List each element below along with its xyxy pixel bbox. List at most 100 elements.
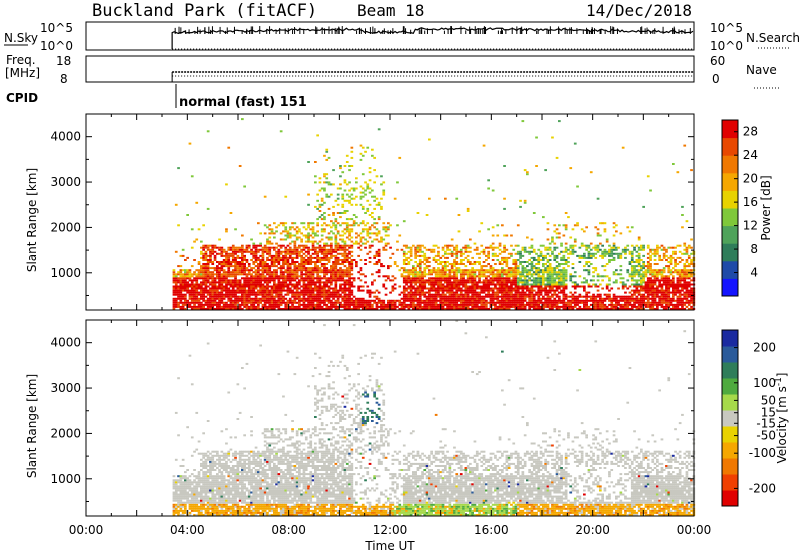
power-cell bbox=[412, 303, 415, 306]
power-cell bbox=[569, 275, 573, 278]
power-cell bbox=[564, 250, 568, 253]
power-cell bbox=[343, 256, 347, 259]
power-cell bbox=[357, 254, 360, 257]
power-cell bbox=[514, 261, 518, 263]
power-cell bbox=[501, 279, 504, 282]
power-cell bbox=[302, 222, 306, 225]
power-cell bbox=[359, 267, 363, 270]
power-cell bbox=[181, 303, 185, 306]
power-cell bbox=[491, 289, 495, 292]
power-cell bbox=[229, 254, 233, 257]
power-cell bbox=[311, 228, 315, 231]
power-cell bbox=[441, 271, 445, 274]
power-cell bbox=[428, 295, 431, 298]
power-cell bbox=[439, 281, 443, 284]
power-cell bbox=[327, 305, 331, 308]
power-cell bbox=[473, 287, 477, 290]
power-cell bbox=[469, 275, 472, 278]
power-cell bbox=[601, 297, 604, 300]
power-cell bbox=[307, 234, 310, 237]
power-cell bbox=[516, 281, 520, 284]
power-cell bbox=[464, 256, 468, 259]
power-cell bbox=[359, 236, 363, 239]
power-cell bbox=[487, 256, 490, 259]
power-cell bbox=[220, 254, 224, 257]
power-cell bbox=[466, 254, 470, 257]
power-cell bbox=[608, 299, 611, 302]
power-cell bbox=[384, 242, 388, 245]
power-cell bbox=[471, 301, 474, 304]
power-cell bbox=[225, 275, 228, 278]
power-cell bbox=[341, 263, 345, 265]
power-cell bbox=[197, 305, 201, 308]
power-cell bbox=[453, 273, 456, 276]
power-cell bbox=[585, 261, 588, 263]
power-cell bbox=[444, 275, 447, 278]
power-cell bbox=[279, 308, 283, 310]
power-cell bbox=[409, 283, 413, 286]
power-cell bbox=[309, 301, 313, 304]
power-cell bbox=[446, 297, 449, 300]
power-cell bbox=[473, 297, 477, 300]
power-cell bbox=[489, 299, 493, 302]
power-cell bbox=[359, 279, 363, 282]
power-cell bbox=[284, 301, 288, 304]
power-cell bbox=[366, 210, 370, 212]
power-cell bbox=[339, 252, 342, 255]
power-cell bbox=[389, 265, 392, 268]
power-cell bbox=[252, 256, 256, 259]
power-cell bbox=[325, 193, 329, 196]
power-cell bbox=[304, 283, 308, 286]
power-cell bbox=[526, 269, 529, 272]
power-cell bbox=[309, 283, 313, 286]
power-cell bbox=[364, 301, 367, 304]
power-cell bbox=[603, 252, 607, 255]
power-cell bbox=[523, 308, 527, 310]
power-cell bbox=[348, 224, 351, 227]
power-cell bbox=[462, 269, 465, 272]
power-cell bbox=[252, 287, 256, 290]
power-cell bbox=[302, 285, 306, 288]
power-cell bbox=[350, 240, 354, 243]
power-cell bbox=[512, 277, 516, 280]
power-cell bbox=[330, 281, 333, 284]
power-cell bbox=[236, 248, 240, 251]
power-cell bbox=[291, 275, 294, 278]
power-cell bbox=[216, 303, 219, 306]
power-cell bbox=[423, 271, 427, 274]
power-cell bbox=[437, 277, 440, 280]
power-cell bbox=[307, 279, 310, 282]
power-cell bbox=[612, 297, 616, 300]
power-cell bbox=[295, 283, 299, 286]
power-cell bbox=[339, 287, 342, 290]
power-cell bbox=[316, 222, 319, 225]
power-cell bbox=[339, 293, 342, 296]
power-cell bbox=[368, 187, 372, 190]
power-cell bbox=[587, 244, 591, 247]
power-cell bbox=[510, 273, 513, 276]
power-cell bbox=[252, 263, 256, 265]
power-cell bbox=[295, 265, 299, 268]
power-cell bbox=[293, 246, 297, 249]
power-cell bbox=[314, 287, 317, 290]
power-cell bbox=[514, 281, 518, 284]
power-cell bbox=[496, 254, 500, 257]
power-cell bbox=[336, 291, 340, 294]
power-cell bbox=[311, 261, 315, 263]
power-cell bbox=[332, 277, 335, 280]
power-cell bbox=[250, 279, 253, 282]
power-cell bbox=[343, 289, 347, 292]
power-cell bbox=[537, 287, 541, 290]
power-cell bbox=[286, 252, 290, 255]
power-cell bbox=[507, 308, 511, 310]
power-cell bbox=[373, 181, 376, 184]
power-cell bbox=[343, 308, 347, 310]
power-cell bbox=[418, 261, 422, 263]
power-cell bbox=[318, 287, 322, 290]
power-cell bbox=[475, 287, 479, 290]
power-cell bbox=[343, 189, 347, 192]
power-cell bbox=[578, 301, 582, 304]
power-cell bbox=[615, 252, 618, 255]
power-cell bbox=[630, 261, 634, 263]
power-cell bbox=[603, 248, 607, 251]
